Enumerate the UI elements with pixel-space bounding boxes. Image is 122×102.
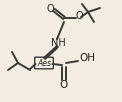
Text: O: O [75,11,83,21]
Text: O: O [46,4,54,14]
Text: OH: OH [79,53,95,63]
FancyBboxPatch shape [35,57,53,69]
Text: O: O [60,80,68,90]
Text: Aes: Aes [37,59,51,68]
Text: NH: NH [51,38,65,48]
